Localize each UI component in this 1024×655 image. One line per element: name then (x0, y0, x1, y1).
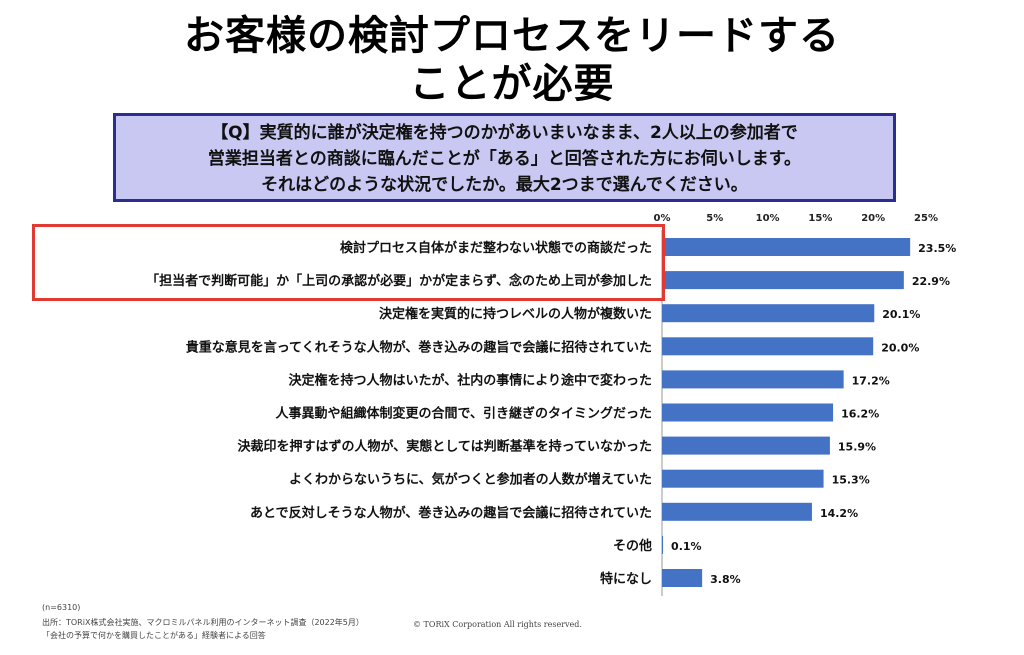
question-line2: 営業担当者との商談に臨んだことが「ある」と回答された方にお伺いします。 (207, 149, 802, 169)
value-label: 20.1% (882, 308, 920, 321)
category-label: あとで反対しそうな人物が、巻き込みの趣旨で会議に招待されていた (250, 505, 652, 521)
value-label: 15.9% (838, 441, 876, 454)
sample-size-note: (n=6310) (42, 603, 81, 612)
category-label: 決定権を持つ人物はいたが、社内の事情により途中で変わった (289, 372, 652, 388)
bar (662, 535, 664, 554)
value-label: 16.2% (841, 408, 879, 421)
category-label: 決定権を実質的に持つレベルの人物が複数いた (379, 306, 652, 322)
value-label: 3.8% (710, 573, 741, 586)
x-tick-label: 25% (914, 213, 938, 224)
highlight-box (32, 224, 665, 301)
value-label: 15.3% (832, 474, 870, 487)
bar (662, 271, 904, 290)
value-label: 22.9% (912, 275, 950, 288)
bar (662, 370, 844, 389)
copyright-note: © TORiX Corporation All rights reserved. (413, 620, 582, 629)
category-label: 貴重な意見を言ってくれそうな人物が、巻き込みの趣旨で会議に招待されていた (186, 339, 652, 355)
value-label: 14.2% (820, 507, 858, 520)
page-title-line1: お客様の検討プロセスをリードする (184, 13, 840, 59)
category-label: よくわからないうちに、気がつくと参加者の人数が増えていた (289, 472, 652, 488)
bar (662, 403, 834, 422)
question-box: 【Q】実質的に誰が決定権を持つのかがあいまいなまま、2人以上の参加者で 営業担当… (113, 113, 896, 202)
category-label: 特になし (600, 571, 652, 587)
value-label: 0.1% (671, 540, 702, 553)
x-tick-label: 10% (756, 213, 780, 224)
x-tick-label: 15% (808, 213, 832, 224)
value-label: 17.2% (852, 374, 890, 387)
x-tick-label: 0% (654, 213, 671, 224)
category-label: その他 (613, 538, 652, 554)
source-note: 出所：TORiX株式会社実施、マクロミルパネル利用のインターネット調査（2022… (42, 618, 364, 627)
x-tick-label: 20% (861, 213, 885, 224)
bar (662, 436, 830, 455)
bar (662, 337, 874, 356)
bar (662, 304, 875, 323)
category-label: 「担当者で判断可能」か「上司の承認が必要」かが定まらず、念のため上司が参加した (146, 273, 652, 289)
bar (662, 502, 812, 521)
category-label: 決裁印を押すはずの人物が、実態としては判断基準を持っていなかった (238, 439, 652, 455)
value-label: 20.0% (881, 341, 919, 354)
value-label: 23.5% (918, 242, 956, 255)
category-label: 検討プロセス自体がまだ整わない状態での商談だった (340, 240, 652, 256)
page-title-line2: ことが必要 (409, 61, 615, 107)
question-line1: 【Q】実質的に誰が決定権を持つのかがあいまいなまま、2人以上の参加者で (211, 123, 798, 143)
respondents-note: 「会社の予算で何かを購買したことがある」経験者による回答 (42, 631, 266, 640)
x-tick-label: 5% (706, 213, 723, 224)
question-line3: それはどのような状況でしたか。最大2つまで選んでください。 (261, 175, 748, 195)
bar (662, 238, 911, 256)
bar (662, 569, 703, 587)
bar (662, 469, 824, 488)
category-label: 人事異動や組織体制変更の合間で、引き継ぎのタイミングだった (276, 406, 652, 422)
